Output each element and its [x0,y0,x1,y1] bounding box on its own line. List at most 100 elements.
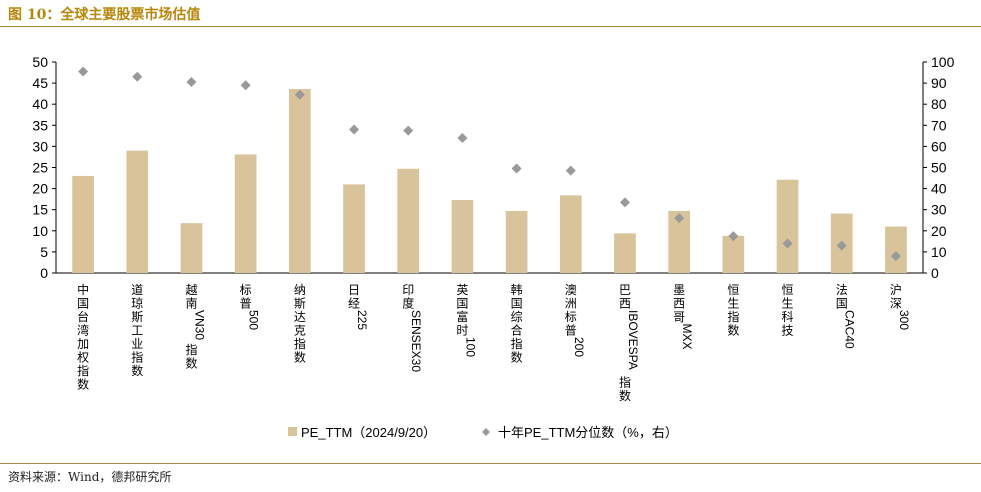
category-label-glyph: 巴 [619,283,631,297]
category-label-glyph: 指 [727,309,739,324]
category-label-glyph: 加 [77,337,89,351]
right-tick-label: 70 [931,117,947,133]
category-label-glyph: 越 [185,283,197,297]
category-label-glyph: 标 [240,283,252,297]
bar [505,210,528,273]
right-tick-label: 30 [931,202,947,218]
category-label-glyph: 西 [673,297,685,311]
bar [180,223,203,273]
left-tick-label: 15 [32,202,48,218]
page-title: 图 10：全球主要股票市场估值 [8,7,201,23]
data-point [836,240,847,251]
category-label-glyph: 工 [131,324,143,338]
bar [343,184,365,273]
category-label-glyph: 富 [456,309,468,324]
right-tick-label: 10 [931,244,947,260]
category-label-glyph: 指 [131,350,143,365]
category-label-glyph: 普 [240,297,252,311]
data-point [349,124,360,135]
category-label-glyph: 业 [131,337,143,351]
bar [559,195,582,273]
category-labels: 中国台湾加权指数道琼斯工业指数越南VN30指数标普500纳斯达克指数日经225印… [77,282,911,403]
data-point [186,77,197,88]
bar [668,210,690,273]
right-tick-label: 90 [931,75,947,91]
category-label-run: 100 [463,337,477,357]
category-label-glyph: 墨 [673,283,685,297]
category-label-glyph: 数 [185,355,197,370]
left-tick-label: 30 [32,138,48,154]
category-label-run: IBOVESPA [626,310,640,370]
source-note: 资料来源：Wind，德邦研究所 [8,470,172,484]
legend-bar-label: PE_TTM（2024/9/20） [301,425,436,440]
right-tick-label: 0 [931,265,939,281]
category-label-glyph: 纳 [294,283,306,297]
bar [451,199,474,273]
left-tick-label: 5 [40,244,48,260]
category-label-glyph: 生 [782,297,794,311]
category-label-glyph: 深 [890,297,902,311]
right-tick-label: 40 [931,181,947,197]
category-label-run: 200 [572,337,586,357]
category-label-glyph: 沪 [890,283,902,297]
category-label-glyph: 指 [185,342,197,357]
data-point [565,165,576,176]
data-point [403,125,414,136]
category-label-glyph: 数 [77,377,89,392]
left-tick-label: 45 [32,75,48,91]
category-label-glyph: 湾 [77,323,89,338]
category-label-glyph: 普 [565,324,577,338]
right-tick-label: 20 [931,223,947,239]
data-point [890,251,901,262]
category-label-glyph: 国 [456,297,468,311]
right-tick-label: 100 [931,54,955,70]
category-label-run: VN30 [192,310,206,340]
bar [72,175,94,273]
bar [397,168,420,273]
category-label-glyph: 国 [77,297,89,311]
legend: PE_TTM（2024/9/20） 十年PE_TTM分位数（%，右） [288,425,678,440]
category-label-glyph: 标 [565,310,577,324]
category-label-run: 225 [355,310,369,330]
left-tick-label: 50 [32,54,48,70]
category-label-glyph: 数 [294,350,306,365]
category-label-glyph: 技 [782,324,794,338]
category-label-glyph: 恒 [782,283,794,297]
category-label-run: 300 [897,310,911,330]
chart: 0 5 10 15 20 25 30 35 40 45 50 0 10 20 30 40 50 60 70 80 90… [32,54,955,440]
category-label-glyph: 数 [619,388,631,403]
right-tick-label: 50 [931,160,947,176]
data-point [78,66,89,77]
footer-divider [0,463,981,464]
category-label-glyph: 琼 [131,296,143,311]
category-label-run: CAC40 [843,310,857,349]
left-tick-label: 20 [32,181,48,197]
category-label-glyph: 哥 [673,310,685,324]
legend-bar-swatch [288,427,297,436]
right-tick-label: 60 [931,138,947,154]
category-label-glyph: 斯 [294,297,306,311]
category-label-glyph: 数 [131,363,143,378]
data-point [782,238,793,249]
category-label-glyph: 合 [511,323,523,338]
category-label-glyph: 克 [294,324,306,338]
bar-series [72,89,907,274]
marker-series [78,66,901,262]
category-label-glyph: 西 [619,297,631,311]
left-tick-label: 35 [32,117,48,133]
category-label-glyph: 恒 [727,283,739,297]
right-tick-label: 80 [931,96,947,112]
category-label-glyph: 科 [782,310,794,324]
data-point [132,71,143,82]
